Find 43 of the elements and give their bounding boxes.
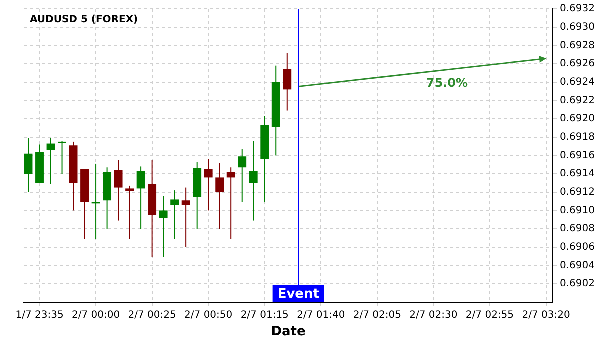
y-tick-label: 0.6902: [560, 278, 596, 290]
x-tick-label: 2/7 02:30: [410, 310, 458, 321]
text: AUDUSD 5 (FOREX): [30, 14, 138, 26]
candlestick: [182, 187, 190, 248]
x-tick-label: 2/7 00:00: [72, 310, 120, 321]
y-tick-label: 0.6932: [560, 4, 596, 15]
candlestick: [226, 167, 236, 240]
x-axis-title: Date: [271, 324, 306, 340]
candlestick: [114, 160, 123, 222]
ref-line-label: Event: [278, 286, 320, 302]
candlestick: [170, 190, 180, 240]
candlestick: [283, 52, 292, 112]
y-tick-label: 0.6908: [560, 224, 596, 235]
y-tick-label: 0.6914: [560, 168, 596, 180]
y-tick-label: 0.6910: [560, 205, 596, 216]
candlestick: [204, 158, 213, 212]
y-tick-label: 0.6924: [560, 76, 596, 88]
y-tick-label: 0.6926: [560, 58, 596, 70]
annotation: 75.0%: [426, 76, 468, 90]
candlestick: [24, 138, 33, 193]
candlestick: [159, 196, 168, 258]
y-tick-label: 0.6928: [560, 40, 596, 52]
candlestick: [249, 140, 258, 222]
y-tick-label: 0.6922: [560, 95, 596, 106]
y-tick-label: 0.6912: [560, 186, 596, 198]
x-tick-label: 2/7 01:40: [297, 310, 346, 321]
candlestick: [126, 185, 134, 240]
x-tick-label: 2/7 02:05: [353, 310, 402, 321]
x-tick-label: 2/7 03:20: [522, 310, 570, 321]
x-tick-label: 2/7 00:50: [184, 310, 233, 321]
x-tick-label: 2/7 00:25: [128, 310, 176, 321]
candlestick: [136, 166, 146, 230]
y-tick-label: 0.6930: [560, 22, 596, 33]
y-tick-label: 0.6920: [560, 114, 596, 125]
y-tick-label: 0.6906: [560, 242, 596, 253]
y-tick-label: 0.6904: [560, 260, 596, 272]
candlestick: [216, 162, 224, 230]
x-tick-label: 1/7 23:35: [16, 310, 64, 321]
x-tick-label: 2/7 01:15: [240, 310, 289, 321]
y-tick-label: 0.6918: [560, 132, 596, 143]
y-tick-label: 0.6916: [560, 150, 596, 162]
x-tick-label: 2/7 02:55: [466, 310, 514, 321]
candlestick: [238, 148, 247, 203]
